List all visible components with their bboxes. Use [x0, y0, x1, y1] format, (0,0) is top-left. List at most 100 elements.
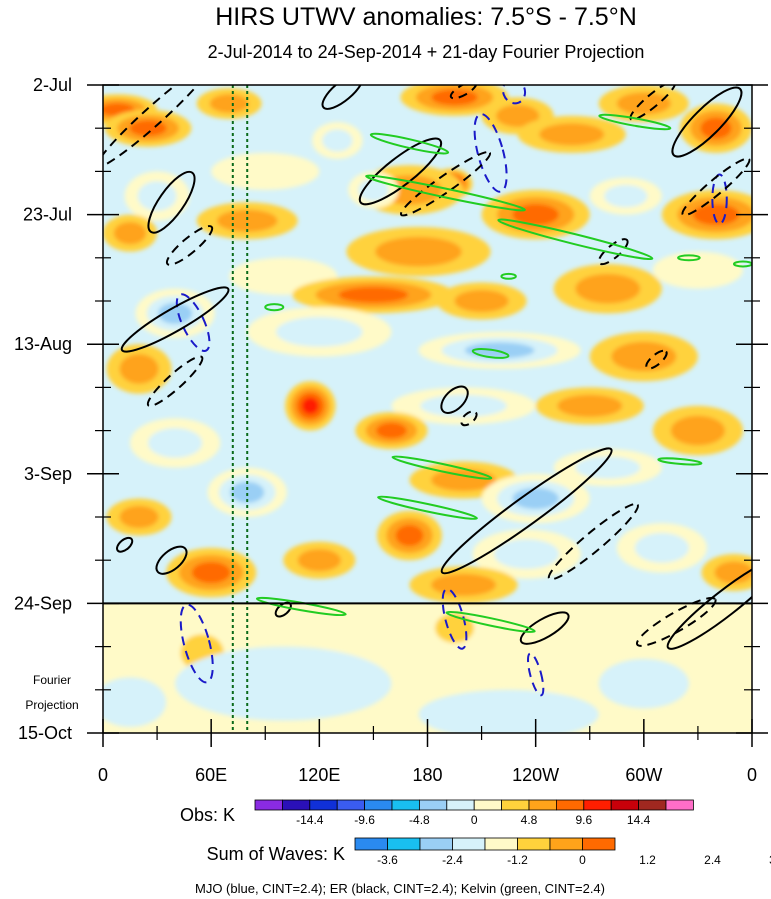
anomaly-patch	[137, 181, 177, 211]
kelvin-contour-positive	[365, 174, 526, 212]
anomaly-patch	[216, 209, 278, 232]
er-contour-negative	[635, 596, 717, 647]
anomaly-patch	[539, 123, 605, 146]
kelvin-contour-positive	[445, 610, 536, 633]
colorbar-swatch	[254, 799, 283, 811]
x-tick-label: 120E	[298, 765, 340, 785]
anomaly-patch	[301, 397, 319, 415]
er-contour-negative	[103, 85, 212, 168]
colorbar-tick-label: 0	[579, 853, 586, 867]
colorbar-tick-label: 3.6	[769, 853, 771, 867]
er-contour-positive	[155, 545, 188, 575]
er-contour-positive	[440, 385, 469, 414]
anomaly-patch	[338, 286, 409, 303]
colorbar-swatch	[391, 799, 420, 811]
colorbar-tick-label: -1.2	[507, 853, 528, 867]
colorbar-swatch	[528, 799, 557, 811]
kelvin-contour-positive	[377, 495, 478, 520]
colorbar-swatch	[501, 799, 530, 811]
anomaly-patch	[395, 524, 424, 547]
colorbar-swatch	[665, 799, 694, 811]
colorbar-swatch	[473, 799, 503, 811]
anomaly-patch	[191, 561, 231, 584]
er-contour-negative	[629, 85, 677, 121]
anomaly-patch	[230, 481, 265, 503]
anomaly-patch	[575, 456, 641, 479]
colorbar-tick-label: 14.4	[627, 813, 651, 827]
colorbar-tick-label: 0	[471, 813, 478, 827]
obs-colorbar-label: Obs: K	[180, 805, 235, 825]
colorbar-tick-label: -3.6	[377, 853, 398, 867]
colorbar-swatch	[610, 799, 640, 811]
kelvin-contour-positive	[369, 132, 450, 155]
wave-contours	[103, 85, 752, 697]
y-tick-label: 24-Sep	[14, 593, 72, 613]
y-tick-label: 2-Jul	[33, 75, 72, 95]
kelvin-contour-positive	[497, 218, 654, 261]
anomaly-patch	[557, 394, 623, 418]
colorbar-swatch	[281, 799, 311, 811]
anomaly-patch	[431, 468, 497, 492]
anomaly-patch	[375, 422, 407, 439]
colorbar-swatch	[452, 837, 486, 851]
reference-longitude-lines	[231, 85, 249, 733]
mjo-contour-negative	[179, 603, 214, 684]
anomaly-field	[103, 85, 752, 733]
anomaly-patch	[113, 222, 147, 245]
x-tick-label: 60W	[625, 765, 662, 785]
er-contour-positive	[666, 556, 752, 650]
colorbar-swatch	[336, 799, 366, 811]
anomaly-patch	[119, 354, 159, 384]
mjo-contour-negative	[711, 173, 728, 225]
er-contour-negative	[597, 238, 629, 266]
anomaly-patch	[652, 251, 743, 289]
x-tick-label: 120W	[512, 765, 559, 785]
waves-colorbar-label: Sum of Waves: K	[207, 844, 345, 864]
colorbar-tick-label: 2.4	[704, 853, 721, 867]
anomaly-patch	[611, 341, 677, 372]
projection-patch	[418, 689, 599, 733]
er-contour-positive	[321, 85, 364, 110]
projection-patch	[103, 677, 167, 727]
chart-subtitle: 2-Jul-2014 to 24-Sep-2014 + 21-day Fouri…	[208, 42, 645, 62]
er-contour-positive	[120, 286, 230, 353]
anomaly-patch	[119, 505, 159, 529]
obs-colorbar: -14.4 -9.6 -4.8 0 4.8 9.6 14.4	[254, 799, 694, 827]
anomaly-patch	[375, 236, 462, 267]
kelvin-contour-positive	[264, 303, 285, 312]
anomaly-patch	[276, 317, 363, 347]
x-tick-label: 0	[747, 765, 757, 785]
mjo-contour-negative	[473, 113, 508, 193]
projection-patch	[526, 658, 581, 696]
er-contour-positive	[147, 170, 196, 234]
projection-patch	[435, 613, 475, 643]
x-tick-label: 180	[412, 765, 442, 785]
colorbar-tick-label: 4.8	[521, 813, 538, 827]
anomaly-patch	[431, 89, 478, 106]
waves-colorbar: -3.6 -2.4 -1.2 0 1.2 2.4 3.6	[354, 837, 771, 867]
anomaly-patch	[158, 302, 193, 324]
mjo-contour-negative	[527, 652, 545, 697]
colorbar-tick-label: -4.8	[409, 813, 430, 827]
er-contour-negative	[645, 349, 668, 370]
plot-area	[103, 85, 752, 733]
projection-patch	[175, 646, 392, 721]
colorbar-swatch	[582, 837, 616, 851]
y-tick-label: 23-Jul	[23, 205, 72, 225]
x-tick-label: 0	[98, 765, 108, 785]
colorbar-swatch	[556, 799, 585, 811]
kelvin-contour-positive	[657, 457, 703, 466]
anomaly-patch	[575, 273, 641, 304]
projection-label-line-2: Projection	[25, 698, 78, 712]
x-tick-label: 60E	[195, 765, 227, 785]
kelvin-contour-positive	[598, 113, 672, 131]
projection-patch	[598, 658, 689, 709]
er-contour-positive	[440, 447, 613, 575]
er-contour-positive	[116, 536, 134, 553]
kelvin-contour-positive	[471, 348, 510, 359]
colorbar-swatch	[517, 837, 551, 851]
colorbar-swatch	[484, 837, 518, 851]
anomaly-patch	[209, 94, 249, 113]
projection-label-line-1: Fourier	[33, 673, 71, 687]
